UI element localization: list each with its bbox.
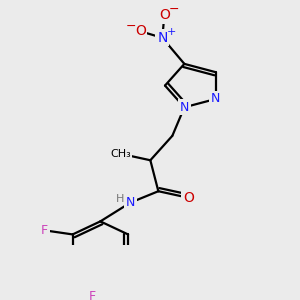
Text: H: H [116, 194, 124, 204]
Text: −: − [169, 3, 180, 16]
Text: −: − [126, 20, 136, 33]
Text: O: O [135, 24, 146, 38]
Text: F: F [89, 290, 96, 300]
Text: N: N [126, 196, 135, 209]
Text: O: O [159, 8, 170, 22]
Text: CH₃: CH₃ [110, 149, 131, 159]
Text: N: N [211, 92, 220, 106]
Text: +: + [167, 27, 176, 37]
Text: N: N [157, 31, 167, 45]
Text: N: N [180, 101, 189, 114]
Text: F: F [41, 224, 48, 237]
Text: O: O [183, 191, 194, 205]
